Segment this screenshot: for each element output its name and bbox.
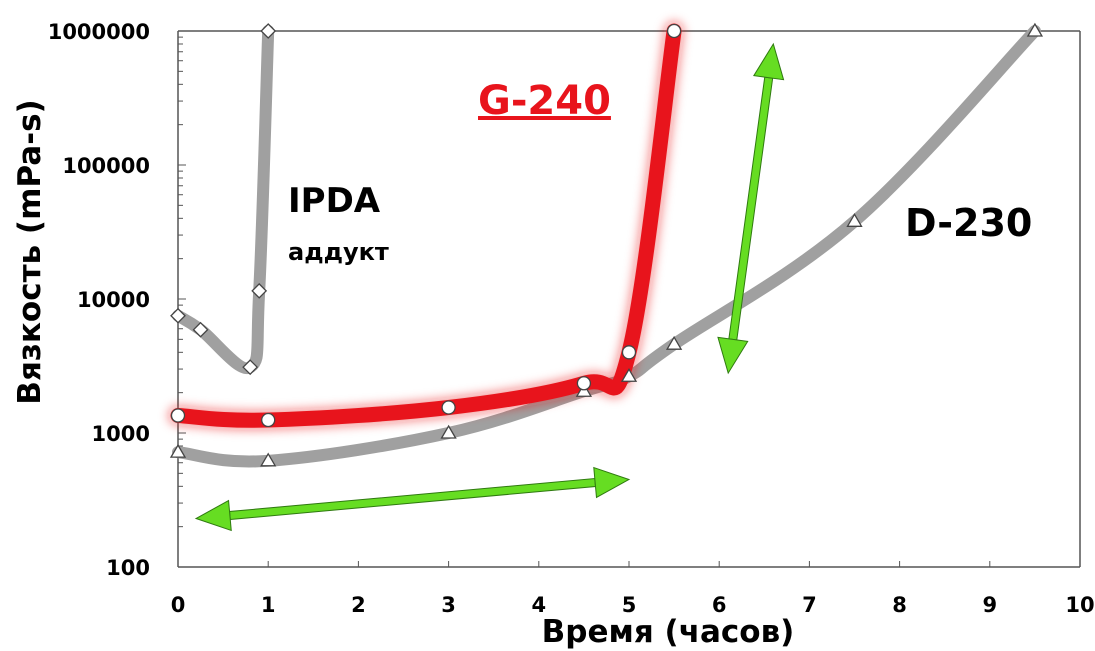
x-tick-label: 6 bbox=[712, 593, 727, 617]
data-point-d230 bbox=[1026, 22, 1044, 37]
data-point-g240 bbox=[261, 412, 276, 428]
data-point-d230 bbox=[169, 443, 187, 458]
data-point-ipda bbox=[170, 307, 186, 324]
data-point-g240 bbox=[666, 23, 682, 39]
green-double-arrow-2 bbox=[717, 42, 785, 375]
data-point-g240 bbox=[621, 345, 637, 360]
x-tick-label: 5 bbox=[622, 593, 637, 617]
data-point-g240 bbox=[441, 400, 456, 415]
y-axis-label: Вязкость (mPa-s) bbox=[12, 99, 48, 404]
data-point-ipda bbox=[242, 359, 259, 376]
data-point-d230 bbox=[665, 335, 683, 350]
y-tick-label: 100 bbox=[106, 556, 150, 580]
series-line-ipda bbox=[172, 25, 275, 374]
green-double-arrow-1 bbox=[194, 466, 631, 532]
x-tick-label: 8 bbox=[892, 593, 907, 617]
x-tick-label: 4 bbox=[531, 593, 546, 617]
x-tick-label: 7 bbox=[802, 593, 817, 617]
data-point-d230 bbox=[620, 367, 638, 382]
data-point-ipda bbox=[260, 23, 277, 39]
series-label-g240: G-240 bbox=[478, 78, 611, 124]
data-point-d230 bbox=[260, 452, 277, 467]
x-tick-label: 3 bbox=[441, 593, 456, 617]
data-point-g240 bbox=[170, 408, 186, 423]
x-tick-label: 10 bbox=[1065, 593, 1094, 617]
data-point-d230 bbox=[846, 213, 863, 227]
series-label-d230: D-230 bbox=[905, 201, 1032, 245]
data-point-g240 bbox=[576, 376, 592, 391]
x-tick-label: 9 bbox=[982, 593, 997, 617]
x-tick-label: 2 bbox=[351, 593, 366, 617]
data-point-ipda bbox=[192, 321, 209, 338]
series-sublabel-ipda: аддукт bbox=[288, 238, 389, 266]
y-tick-label: 100000 bbox=[62, 154, 150, 178]
series-label-ipda: IPDA bbox=[288, 181, 381, 221]
x-axis-label: Время (часов) bbox=[542, 614, 795, 650]
x-tick-label: 0 bbox=[171, 593, 186, 617]
data-point-d230 bbox=[440, 424, 457, 439]
data-point-ipda bbox=[251, 282, 268, 299]
x-tick-label: 1 bbox=[261, 593, 276, 617]
y-tick-label: 10000 bbox=[77, 288, 150, 312]
y-tick-label: 1000 bbox=[92, 422, 150, 446]
y-tick-label: 1000000 bbox=[48, 20, 150, 44]
